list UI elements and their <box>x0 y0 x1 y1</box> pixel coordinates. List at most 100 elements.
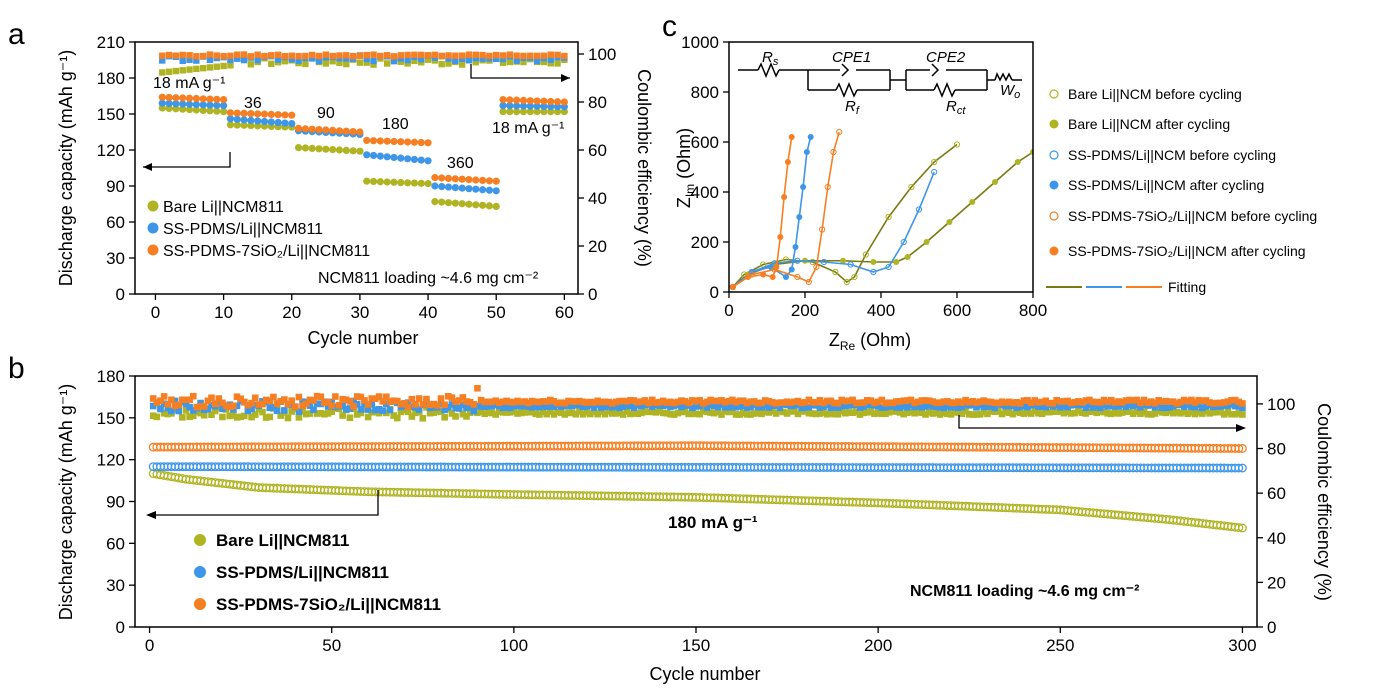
ce-point <box>390 57 398 65</box>
ce-point <box>339 402 346 410</box>
ce-point <box>801 408 809 415</box>
ce-point <box>372 406 379 414</box>
ce-point <box>233 402 241 410</box>
ce-point <box>234 55 241 62</box>
ce-point <box>445 52 452 59</box>
ce-point <box>648 396 656 404</box>
ce-point <box>1217 399 1224 407</box>
impedance-point <box>908 183 915 191</box>
ce-point <box>1209 403 1217 411</box>
ce-point <box>1224 398 1232 405</box>
ce-point <box>1064 403 1071 411</box>
panel-c-xlabel: ZRe (Ohm) <box>829 330 911 353</box>
ce-point <box>743 404 751 411</box>
ce-point <box>240 398 248 406</box>
capacity-point <box>410 138 419 146</box>
capacity-point <box>363 177 371 185</box>
fitting-line <box>732 143 958 288</box>
ce-point <box>572 401 580 409</box>
ce-point <box>827 397 835 405</box>
y2-tick-label: 0 <box>588 285 597 304</box>
ce-point <box>1100 396 1108 404</box>
capacity-point <box>519 108 528 116</box>
impedance-point <box>729 284 736 290</box>
ce-point <box>193 65 200 73</box>
ce-point <box>1151 410 1159 417</box>
capacity-point <box>424 139 432 147</box>
ce-point <box>346 414 354 422</box>
ce-point <box>900 397 907 405</box>
ce-point <box>364 413 372 421</box>
ce-point <box>268 60 275 67</box>
ce-point <box>543 398 550 405</box>
ce-point <box>991 408 999 415</box>
ce-point <box>984 410 991 418</box>
ce-point <box>987 398 995 406</box>
ce-point <box>1024 397 1031 404</box>
ce-point <box>164 401 172 408</box>
ce-point <box>750 410 758 417</box>
capacity-point <box>294 144 303 152</box>
ce-point <box>510 402 518 410</box>
panel-a-rate-label: 180 <box>382 116 409 133</box>
ce-point <box>299 398 306 406</box>
y2-tick-label: 60 <box>1267 484 1286 503</box>
ce-point <box>725 397 733 405</box>
ce-point <box>219 405 226 413</box>
ce-point <box>900 410 907 418</box>
ce-point <box>747 411 754 418</box>
ce-point <box>477 396 485 404</box>
legend-marker <box>1049 180 1059 190</box>
ce-point <box>550 411 558 418</box>
ce-point <box>714 397 722 405</box>
capacity-point <box>485 186 493 194</box>
x-tick-label: 400 <box>867 301 895 320</box>
impedance-point <box>923 239 930 245</box>
ce-point <box>315 52 323 60</box>
ce-point <box>1046 408 1053 416</box>
ce-point <box>227 56 234 64</box>
capacity-point <box>274 111 282 119</box>
ce-point <box>418 55 425 63</box>
ce-point <box>594 410 601 418</box>
ce-point <box>616 409 623 417</box>
arrowhead <box>561 74 570 82</box>
ce-point <box>925 397 933 404</box>
ce-point <box>1038 398 1046 406</box>
panel-a-xlabel: Cycle number <box>307 328 418 348</box>
ce-point <box>363 59 370 66</box>
ce-point <box>867 397 875 404</box>
ce-point <box>987 402 995 409</box>
capacity-point <box>547 97 555 106</box>
ce-point <box>404 408 412 416</box>
ce-point <box>565 409 572 416</box>
ce-point <box>1191 399 1199 406</box>
ce-point <box>339 412 346 419</box>
ce-point <box>940 398 948 405</box>
capacity-point <box>369 177 378 186</box>
ce-point <box>1056 398 1064 405</box>
ce-point <box>1239 404 1246 412</box>
ce-point <box>481 403 489 411</box>
ce-point <box>638 402 645 410</box>
ce-point <box>513 57 520 64</box>
ce-point <box>386 398 394 406</box>
capacity-point <box>369 151 378 160</box>
ce-point <box>233 393 241 400</box>
capacity-point <box>254 117 262 125</box>
ce-point <box>878 410 886 418</box>
ce-point <box>189 392 197 400</box>
ce-point <box>1133 401 1141 408</box>
panel-a-rate-label: 18 mA g⁻¹ <box>153 75 225 92</box>
capacity-point <box>444 174 453 182</box>
ce-point <box>630 409 638 417</box>
ce-point <box>1078 399 1086 406</box>
ce-point <box>554 60 561 67</box>
y2-tick-label: 100 <box>1267 395 1295 414</box>
ce-point <box>234 51 241 58</box>
ce-point <box>424 52 432 59</box>
ce-point <box>583 399 591 406</box>
ce-point <box>568 398 576 405</box>
ce-point <box>197 409 204 417</box>
ce-point <box>157 397 164 405</box>
